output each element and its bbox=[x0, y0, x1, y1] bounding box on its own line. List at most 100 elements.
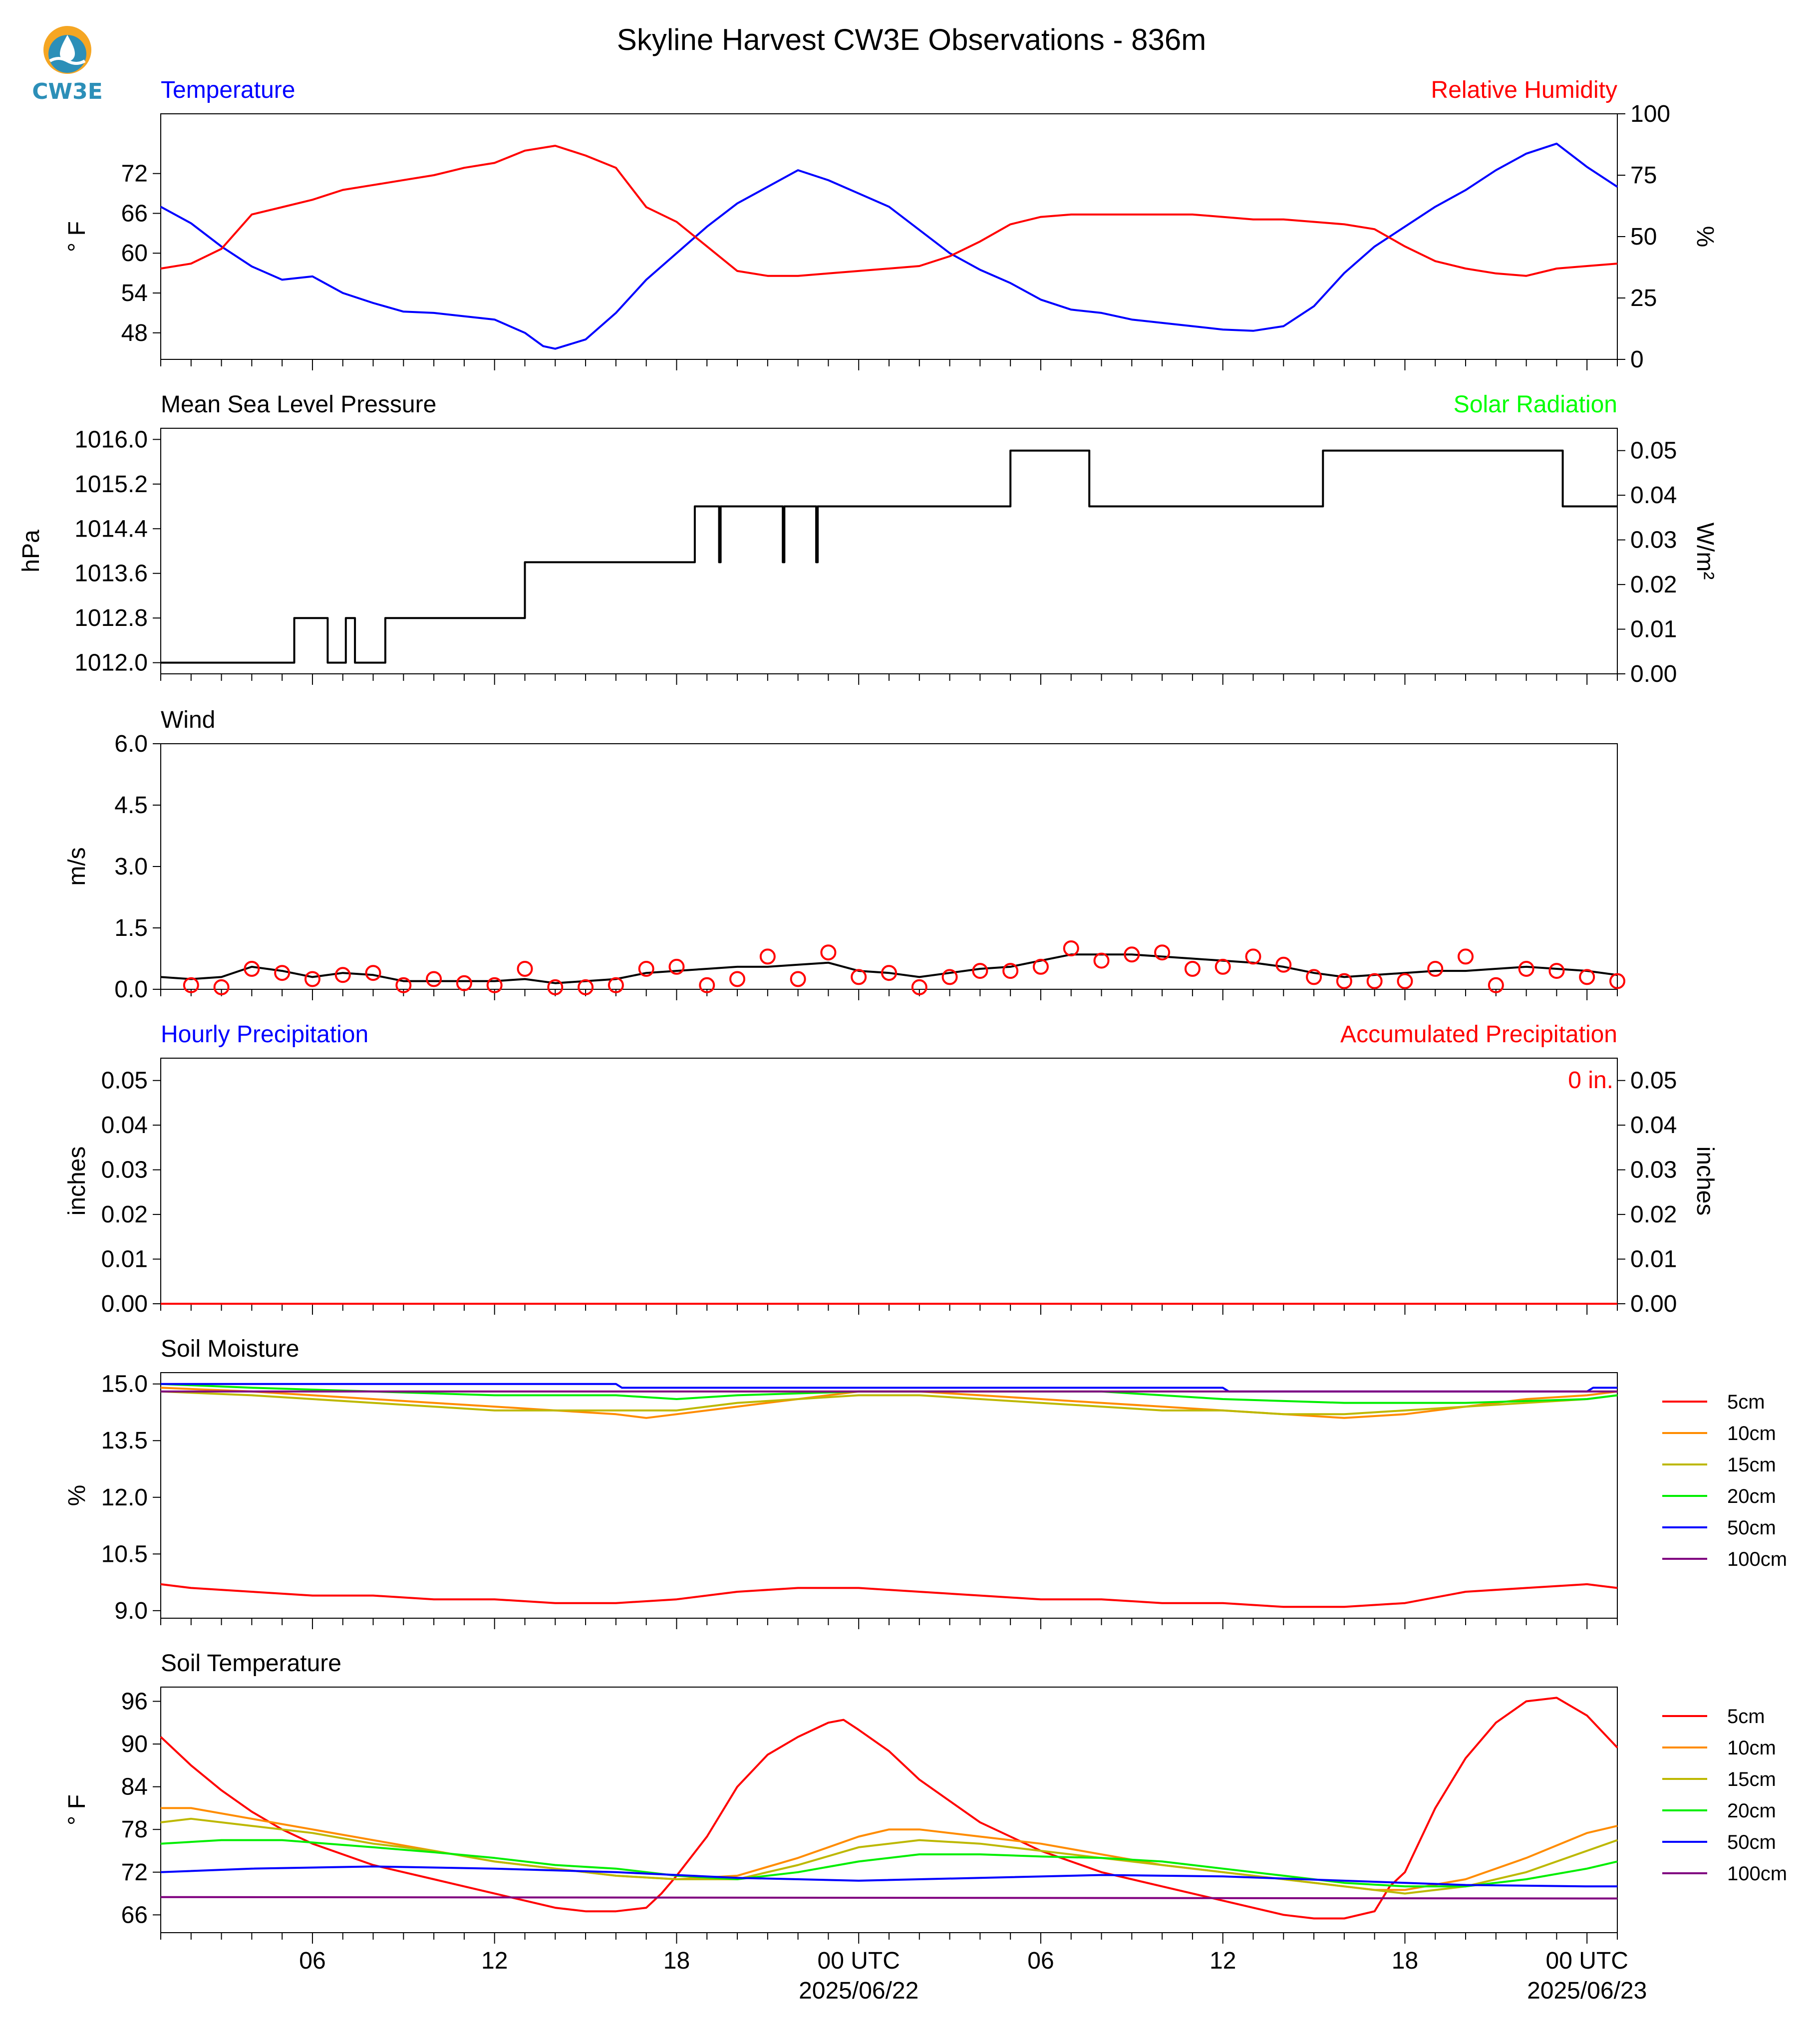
x-date-label: 2025/06/22 bbox=[799, 1978, 918, 2004]
panel-frame bbox=[160, 113, 1618, 360]
wind-gust-marker bbox=[1306, 969, 1322, 985]
wind-gust-marker bbox=[820, 944, 837, 961]
wind-gust-marker bbox=[1032, 958, 1049, 975]
y-tick-label-right: 0.02 bbox=[1630, 572, 1677, 598]
y-tick-label-left: 0.02 bbox=[101, 1201, 148, 1228]
wind-gust-marker bbox=[668, 958, 685, 975]
panel-frame bbox=[160, 1687, 1618, 1933]
wind-gust-marker bbox=[547, 979, 564, 995]
y-tick-label-left: 9.0 bbox=[114, 1598, 148, 1624]
wind-gust-marker bbox=[972, 963, 988, 979]
wind-gust-marker bbox=[790, 971, 806, 987]
y-tick-label-left: 1014.4 bbox=[74, 516, 148, 542]
wind-gust-marker bbox=[699, 977, 715, 993]
panel-frame bbox=[160, 743, 1618, 990]
wind-gust-marker bbox=[759, 948, 776, 965]
logo-text: CW3E bbox=[32, 79, 103, 104]
y-axis-label-left: m/s bbox=[64, 847, 90, 885]
legend-label: 100cm bbox=[1727, 1863, 1787, 1885]
y-tick-label-right: 0.03 bbox=[1630, 1157, 1677, 1183]
panel-wind: Wind 0.0 1.5 3.0 4.5 6.0 m/s bbox=[64, 707, 1625, 1003]
panel-title-left: Wind bbox=[161, 707, 215, 733]
wind-gust-marker bbox=[1579, 969, 1595, 985]
legend-label: 50cm bbox=[1727, 1517, 1776, 1539]
y-axis-label-left: % bbox=[64, 1485, 90, 1506]
legend-label: 50cm bbox=[1727, 1831, 1776, 1853]
series-line-10cm bbox=[161, 1807, 1618, 1891]
y-tick-label-right: 0.00 bbox=[1630, 661, 1677, 687]
y-tick-label-left: 1013.6 bbox=[74, 561, 148, 587]
y-axis-label-right: inches bbox=[1692, 1147, 1718, 1216]
series-line bbox=[161, 449, 1617, 664]
panel-soil_temperature: Soil Temperature 66 72 78 84 90 96 ° F 5cm 10cm 15… bbox=[64, 1650, 1787, 1944]
series-line-50cm bbox=[161, 1383, 1617, 1393]
y-axis-label-left: ° F bbox=[64, 1794, 90, 1825]
wind-gust-marker bbox=[1427, 961, 1444, 977]
wind-gust-marker bbox=[578, 979, 594, 995]
y-axis-label-left: ° F bbox=[64, 221, 90, 252]
wind-gust-marker bbox=[244, 961, 260, 977]
x-tick-label: 00 UTC bbox=[818, 1948, 900, 1974]
panel-title-left: Hourly Precipitation bbox=[161, 1021, 368, 1048]
wind-gust-marker bbox=[1214, 958, 1231, 975]
wind-gust-marker bbox=[395, 977, 412, 993]
panel-title-left: Soil Moisture bbox=[161, 1336, 299, 1362]
wind-gust-marker bbox=[183, 977, 199, 993]
series-line-100cm bbox=[160, 1896, 1618, 1900]
y-tick-label-right: 0.04 bbox=[1630, 1112, 1677, 1139]
wind-gust-marker bbox=[729, 971, 746, 987]
logo-drop-icon bbox=[60, 35, 75, 61]
wind-gust-marker bbox=[1275, 956, 1292, 973]
wind-gust-marker bbox=[456, 975, 472, 991]
panel-frame bbox=[160, 428, 1618, 674]
series-line bbox=[160, 142, 1618, 350]
y-tick-label-left: 60 bbox=[121, 240, 148, 267]
y-tick-label-left: 48 bbox=[121, 320, 148, 346]
wind-gust-marker bbox=[1184, 961, 1201, 977]
wind-gust-marker bbox=[1609, 973, 1625, 989]
wind-gust-marker bbox=[607, 977, 624, 993]
y-tick-label-left: 66 bbox=[121, 1902, 148, 1928]
wind-gust-marker bbox=[1397, 973, 1413, 989]
legend-label: 15cm bbox=[1727, 1768, 1776, 1790]
panel-frame bbox=[160, 1058, 1618, 1304]
y-tick-label-right: 0.05 bbox=[1630, 1068, 1677, 1094]
panels: Temperature Relative Humidity 48 54 60 66 72 0 2… bbox=[18, 77, 1787, 2004]
y-tick-label-left: 0.00 bbox=[101, 1291, 148, 1317]
y-tick-label-right: 0.00 bbox=[1630, 1291, 1677, 1317]
y-tick-label-left: 15.0 bbox=[101, 1371, 148, 1398]
y-tick-label-left: 72 bbox=[121, 1859, 148, 1886]
y-tick-label-right: 100 bbox=[1630, 101, 1670, 127]
logo-wave-icon bbox=[49, 57, 86, 65]
y-tick-label-right: 75 bbox=[1630, 162, 1657, 189]
y-tick-label-left: 13.5 bbox=[101, 1428, 148, 1454]
y-tick-label-left: 1015.2 bbox=[74, 471, 148, 498]
y-tick-label-right: 0.02 bbox=[1630, 1201, 1677, 1228]
x-tick-label: 00 UTC bbox=[1546, 1948, 1628, 1974]
y-tick-label-left: 4.5 bbox=[114, 792, 148, 819]
y-tick-label-left: 6.0 bbox=[114, 731, 148, 757]
wind-gust-marker bbox=[1366, 973, 1383, 989]
wind-gust-marker bbox=[911, 979, 927, 995]
wind-gust-marker bbox=[1245, 948, 1261, 965]
panel-title-left: Soil Temperature bbox=[161, 1650, 341, 1677]
legend-label: 5cm bbox=[1727, 1706, 1765, 1728]
y-tick-label-left: 90 bbox=[121, 1731, 148, 1757]
wind-gust-marker bbox=[941, 969, 958, 985]
wind-gust-marker bbox=[1488, 977, 1504, 993]
y-tick-label-right: 50 bbox=[1630, 224, 1657, 250]
x-tick-label: 06 bbox=[1027, 1948, 1054, 1974]
x-tick-label: 18 bbox=[1392, 1948, 1418, 1974]
y-tick-label-left: 0.03 bbox=[101, 1157, 148, 1183]
y-tick-label-left: 72 bbox=[121, 161, 148, 187]
y-tick-label-left: 66 bbox=[121, 200, 148, 227]
x-tick-label: 18 bbox=[663, 1948, 690, 1974]
wind-gust-marker bbox=[638, 961, 654, 977]
y-axis-label-left: inches bbox=[64, 1147, 90, 1216]
panel-title-right: Relative Humidity bbox=[1431, 77, 1617, 103]
wind-gust-marker bbox=[1002, 963, 1019, 979]
legend-label: 20cm bbox=[1727, 1800, 1776, 1822]
panel-soil_moisture: Soil Moisture 9.0 10.5 12.0 13.5 15.0% 5cm 10cm… bbox=[64, 1336, 1787, 1629]
cw3e-logo: CW3E bbox=[32, 26, 103, 104]
